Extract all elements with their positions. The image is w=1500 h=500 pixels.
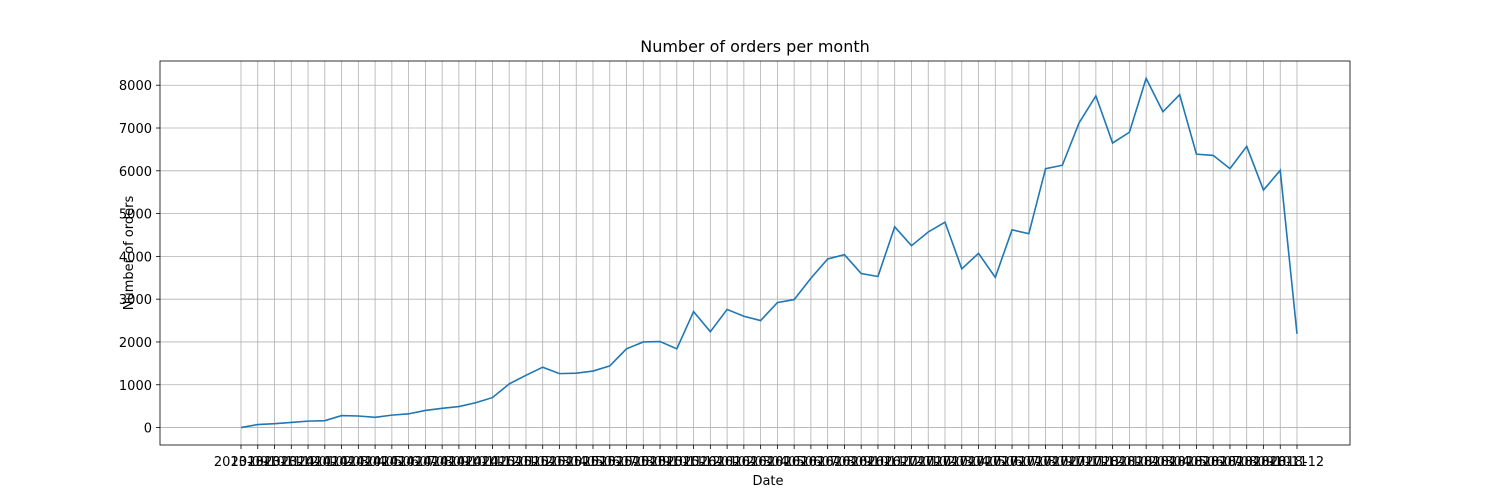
x-tick-label: 2018-04 [1136,455,1190,470]
x-tick-label: 2014-12 [465,455,519,470]
x-tick-label: 2014-10 [432,455,486,470]
x-tick-label: 2018-12 [1270,455,1324,470]
x-tick-label: 2016-03 [717,455,771,470]
x-tick-label: 2014-04 [331,455,385,470]
x-tick-label: 2017-12 [1069,455,1123,470]
x-tick-label: 2016-12 [868,455,922,470]
y-tick-label: 1000 [119,379,152,394]
x-tick-label: 2018-07 [1186,455,1240,470]
x-tick-label: 2013-10 [231,455,285,470]
x-tick-label: 2018-05 [1153,455,1207,470]
y-axis-label: Number of orders [122,196,137,311]
x-tick-label: 2014-08 [398,455,452,470]
x-tick-label: 2018-02 [1102,455,1156,470]
x-tick-label: 2018-01 [1085,455,1139,470]
plot-frame [159,60,1351,446]
x-axis-label: Date [752,474,783,489]
x-tick-label: 2015-12 [666,455,720,470]
x-tick-label: 2017-01 [884,455,938,470]
x-tick-label: 2018-11 [1253,455,1307,470]
x-tick-label: 2017-10 [1035,455,1089,470]
x-tick-label: 2018-09 [1220,455,1274,470]
x-tick-label: 2014-11 [449,455,503,470]
x-tick-label: 2016-07 [784,455,838,470]
x-tick-label: 2013-12 [264,455,318,470]
x-tick-label: 2014-02 [298,455,352,470]
x-tick-label: 2015-04 [532,455,586,470]
x-tick-label: 2015-08 [599,455,653,470]
line-series [240,76,1298,429]
x-tick-label: 2017-04 [935,455,989,470]
x-tick-label: 2017-06 [968,455,1022,470]
x-tick-label: 2017-09 [1018,455,1072,470]
x-tick-label: 2015-06 [566,455,620,470]
x-tick-label: 2016-05 [750,455,804,470]
x-tick-label: 2015-10 [633,455,687,470]
x-tick-label: 2013-09 [214,455,268,470]
y-tick-label: 4000 [119,250,152,265]
x-tick-label: 2016-04 [733,455,787,470]
x-tick-label: 2016-01 [683,455,737,470]
chart-title: Number of orders per month [640,37,870,56]
x-tick-label: 2016-08 [801,455,855,470]
x-tick-label: 2014-03 [314,455,368,470]
x-tick-label: 2015-11 [650,455,704,470]
x-tick-label: 2013-11 [247,455,301,470]
x-tick-label: 2016-09 [817,455,871,470]
x-tick-label: 2014-09 [415,455,469,470]
x-tick-label: 2018-08 [1203,455,1257,470]
x-tick-label: 2014-07 [381,455,435,470]
x-tick-label: 2018-03 [1119,455,1173,470]
y-tick-label: 8000 [119,79,152,94]
y-tick-label: 6000 [119,165,152,180]
x-tick-label: 2018-10 [1236,455,1290,470]
x-tick-label: 2017-03 [918,455,972,470]
x-tick-label: 2016-02 [700,455,754,470]
x-tick-label: 2016-11 [851,455,905,470]
x-tick-label: 2015-03 [516,455,570,470]
x-tick-label: 2014-05 [348,455,402,470]
x-tick-label: 2017-05 [951,455,1005,470]
x-tick-label: 2014-06 [365,455,419,470]
y-tick-label: 5000 [119,208,152,223]
x-tick-label: 2017-07 [985,455,1039,470]
y-tick-label: 0 [144,422,152,437]
y-tick-label: 3000 [119,293,152,308]
x-tick-label: 2015-07 [583,455,637,470]
x-tick-label: 2016-10 [834,455,888,470]
x-tick-label: 2017-11 [1052,455,1106,470]
x-tick-label: 2018-06 [1169,455,1223,470]
x-tick-label: 2015-05 [549,455,603,470]
x-tick-label: 2015-01 [482,455,536,470]
x-tick-label: 2014-01 [281,455,335,470]
y-tick-label: 2000 [119,336,152,351]
x-tick-label: 2016-06 [767,455,821,470]
x-tick-label: 2017-08 [1002,455,1056,470]
x-tick-label: 2017-02 [901,455,955,470]
y-tick-label: 7000 [119,122,152,137]
x-tick-label: 2015-09 [616,455,670,470]
x-tick-label: 2015-02 [499,455,553,470]
